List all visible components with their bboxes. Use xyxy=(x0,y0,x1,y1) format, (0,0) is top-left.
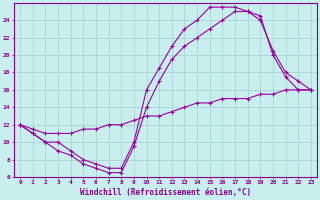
X-axis label: Windchill (Refroidissement éolien,°C): Windchill (Refroidissement éolien,°C) xyxy=(80,188,251,197)
